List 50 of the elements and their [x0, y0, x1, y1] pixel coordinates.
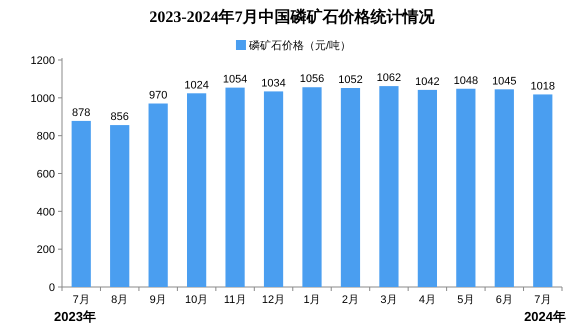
data-label: 1056	[300, 73, 324, 86]
x-tick-label: 7月	[72, 294, 90, 306]
data-label: 1024	[184, 79, 209, 92]
bar	[264, 91, 284, 287]
text: 2023年	[54, 309, 96, 324]
y-tick-label: 1200	[30, 55, 55, 67]
bar	[494, 89, 514, 287]
data-label: 970	[148, 90, 168, 102]
y-tick-label: 1000	[30, 92, 55, 105]
bar	[533, 94, 552, 287]
bar	[302, 87, 322, 287]
bar	[72, 120, 91, 287]
bar	[456, 88, 476, 287]
chart-title: 2023-2024年7月中国磷矿石价格统计情况	[149, 8, 436, 26]
data-label: 1018	[530, 80, 556, 92]
y-tick-label: 800	[36, 130, 55, 143]
y-tick-label: 200	[36, 244, 55, 256]
y-tick-label: 400	[36, 206, 55, 218]
bar	[187, 93, 206, 287]
x-tick-label: 2月	[342, 294, 360, 306]
x-tick-label: 8月	[111, 294, 128, 306]
bar	[379, 86, 399, 287]
x-tick-label: 10月	[184, 294, 208, 306]
data-label: 1048	[454, 74, 478, 87]
x-tick-label: 9月	[150, 294, 167, 306]
data-label: 1054	[222, 74, 248, 86]
y-tick-label: 600	[36, 168, 55, 180]
data-label: 1034	[261, 77, 286, 90]
bar	[418, 90, 437, 287]
data-label: 878	[72, 106, 90, 119]
bar	[148, 104, 168, 287]
x-tick-label: 4月	[418, 294, 436, 306]
bar	[340, 88, 360, 287]
text: 2024年	[524, 309, 566, 324]
bar	[225, 88, 245, 287]
data-label: 1045	[492, 75, 517, 88]
legend-label: 磷矿石价格（元/吨）	[248, 39, 352, 52]
y-tick-label: 0	[48, 282, 55, 294]
data-label: 1042	[415, 76, 440, 88]
data-label: 1052	[338, 74, 363, 86]
data-label: 1062	[376, 72, 402, 84]
x-tick-label: 7月	[534, 294, 552, 306]
x-tick-label: 3月	[380, 294, 398, 306]
x-tick-label: 11月	[224, 294, 246, 306]
bar	[110, 125, 130, 287]
x-tick-label: 1月	[303, 294, 321, 306]
x-tick-label: 5月	[457, 294, 474, 306]
x-tick-label: 12月	[262, 294, 286, 306]
data-label: 856	[110, 111, 129, 124]
x-tick-label: 6月	[496, 294, 513, 306]
